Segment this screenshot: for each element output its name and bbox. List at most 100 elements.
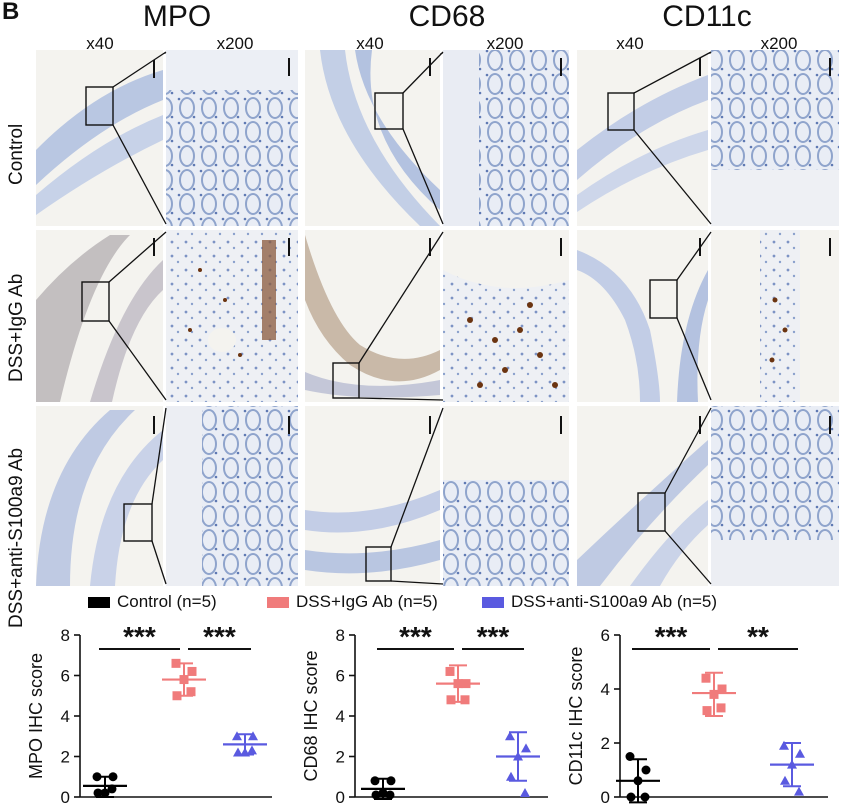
y-tick-label: 0	[336, 788, 345, 807]
micrograph-control-mpo-x40	[36, 50, 163, 226]
data-point	[172, 691, 182, 701]
data-point	[701, 673, 711, 683]
chart-cd68-ihc-score: 0 2 4 6 8 CD68 IHC score *** ***	[301, 621, 548, 807]
data-point	[107, 784, 117, 794]
data-point	[100, 788, 110, 798]
data-point	[702, 706, 712, 716]
data-point	[794, 786, 804, 796]
data-point	[445, 666, 455, 676]
y-tick-label: 2	[601, 734, 610, 753]
data-point	[641, 765, 651, 775]
data-point	[187, 666, 197, 676]
data-point	[506, 771, 516, 781]
mag-label-cd11c-low: x40	[616, 34, 644, 53]
data-point	[108, 772, 118, 782]
legend-swatch-dss-igg	[267, 597, 289, 608]
significance-label: ***	[399, 621, 432, 652]
micrograph-igg-mpo-x40	[36, 230, 163, 402]
micrograph-igg-mpo-x200	[166, 230, 298, 402]
data-point	[633, 776, 643, 786]
y-tick-label: 8	[61, 626, 70, 645]
legend-label-control: Control (n=5)	[117, 592, 217, 611]
data-point	[787, 759, 797, 769]
data-point	[717, 684, 727, 694]
micrograph-igg-cd11c-x40	[577, 230, 708, 402]
data-point	[93, 788, 103, 798]
micrograph-control-cd68-x200	[443, 50, 569, 226]
significance-label: ***	[203, 621, 236, 652]
data-point	[186, 687, 196, 697]
data-point	[233, 747, 243, 757]
data-point	[520, 787, 530, 797]
micrograph-control-mpo-x200	[166, 50, 298, 226]
marker-title-mpo: MPO	[142, 0, 212, 33]
legend-label-dss-igg: DSS+IgG Ab (n=5)	[296, 592, 438, 611]
significance-label: ***	[123, 621, 156, 652]
data-point	[709, 689, 719, 699]
data-point	[92, 772, 102, 782]
data-point	[386, 776, 396, 786]
data-point	[385, 790, 395, 800]
data-point	[521, 743, 531, 753]
significance-label: **	[747, 621, 769, 652]
data-point	[626, 792, 636, 802]
y-tick-label: 4	[601, 680, 610, 699]
mag-label-mpo-high: x200	[216, 34, 254, 53]
data-point	[780, 775, 790, 785]
data-point	[505, 731, 515, 741]
micrograph-s100a9-cd11c-x200	[711, 406, 839, 586]
marker-title-cd68: CD68	[408, 0, 486, 33]
y-axis-title: CD11c IHC score	[566, 647, 586, 786]
micrograph-igg-cd68-x200	[443, 230, 569, 402]
micrograph-control-cd11c-x40	[577, 50, 708, 226]
y-tick-label: 6	[61, 667, 70, 686]
y-tick-label: 8	[336, 626, 345, 645]
micrograph-grid	[36, 50, 839, 586]
micrograph-control-cd68-x40	[305, 50, 440, 226]
data-point	[179, 675, 189, 685]
significance-label: ***	[477, 621, 510, 652]
mag-label-cd11c-high: x200	[760, 34, 798, 53]
y-tick-label: 2	[336, 748, 345, 767]
y-tick-label: 4	[336, 707, 345, 726]
legend-label-dss-anti-s100a9: DSS+anti-S100a9 Ab (n=5)	[511, 592, 718, 611]
data-point	[248, 731, 258, 741]
micrograph-igg-cd68-x40	[305, 230, 440, 402]
micrograph-s100a9-cd68-x40	[305, 406, 440, 586]
mag-label-cd68-high: x200	[486, 34, 524, 53]
data-point	[247, 745, 257, 755]
micrograph-s100a9-cd68-x200	[443, 406, 569, 586]
micrograph-s100a9-mpo-x40	[36, 406, 163, 586]
y-tick-label: 6	[336, 667, 345, 686]
data-point	[779, 740, 789, 750]
data-point	[453, 679, 463, 689]
y-tick-label: 2	[61, 748, 70, 767]
y-tick-label: 4	[61, 707, 70, 726]
y-axis-title: MPO IHC score	[26, 653, 46, 779]
micrograph-s100a9-mpo-x200	[166, 406, 298, 586]
mag-label-cd68-low: x40	[356, 34, 384, 53]
y-axis-title: CD68 IHC score	[301, 650, 321, 781]
data-point	[461, 679, 471, 689]
data-point	[446, 695, 456, 705]
y-tick-label: 6	[601, 626, 610, 645]
marker-title-cd11c: CD11c	[662, 0, 752, 33]
data-point	[378, 788, 388, 798]
data-point	[370, 776, 380, 786]
data-point	[795, 748, 805, 758]
micrograph-igg-cd11c-x200	[711, 230, 839, 402]
significance-label: ***	[655, 621, 688, 652]
data-point	[513, 751, 523, 761]
legend-swatch-dss-anti-s100a9	[482, 597, 504, 608]
mag-label-mpo-low: x40	[86, 34, 114, 53]
data-point	[460, 695, 470, 705]
data-point	[171, 658, 181, 668]
panel-label: B	[2, 0, 20, 25]
micrograph-s100a9-cd11c-x40	[577, 406, 708, 586]
chart-mpo-ihc-score: 0 2 4 6 8 MPO IHC score *** ***	[26, 621, 272, 807]
y-tick-label: 0	[601, 788, 610, 807]
data-point	[625, 752, 635, 761]
data-point	[371, 790, 381, 800]
y-tick-label: 0	[61, 788, 70, 807]
